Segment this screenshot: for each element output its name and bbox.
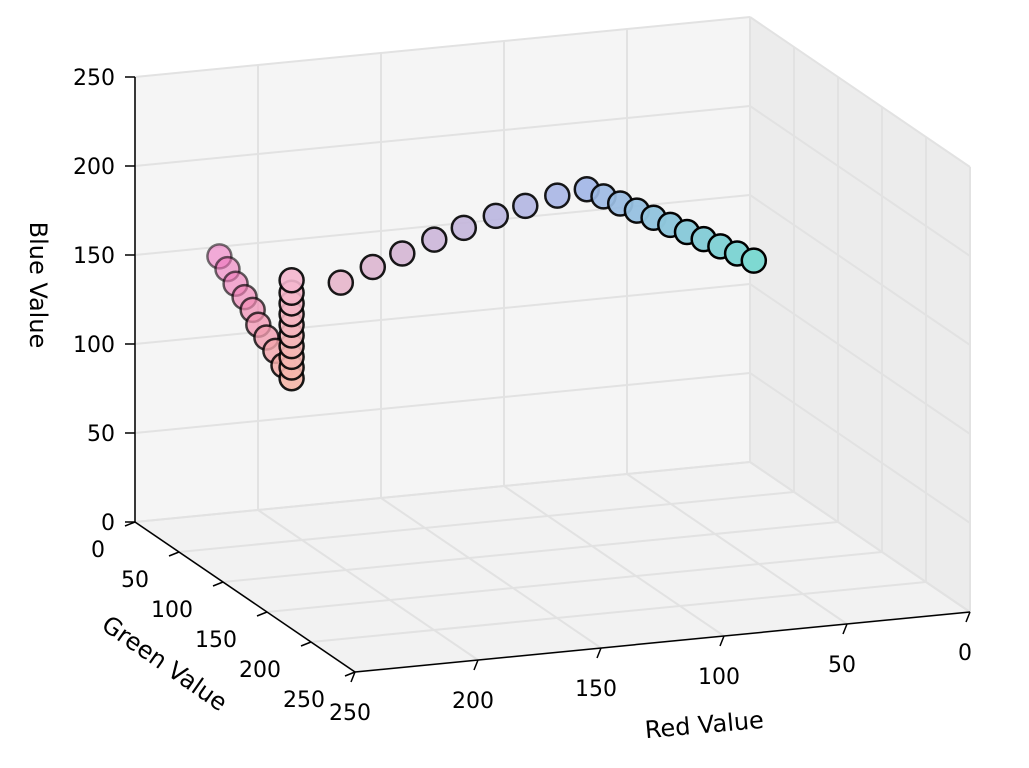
z-tick-label: 0 [101, 511, 115, 536]
z-tick-label: 50 [87, 422, 115, 447]
y-tick-label: 50 [121, 568, 149, 593]
x-tick [350, 671, 356, 683]
x-tick [965, 611, 971, 623]
side-pane [750, 17, 970, 612]
z-axis-label: Blue Value [24, 222, 52, 349]
data-point [327, 269, 355, 296]
gridline [134, 461, 751, 523]
data-point [359, 253, 387, 281]
y-tick [212, 581, 224, 587]
x-tick [596, 647, 602, 659]
y-tick-label: 150 [195, 628, 237, 653]
y-tick-label: 250 [283, 688, 325, 713]
x-tick-label: 150 [575, 677, 617, 702]
x-tick [842, 623, 848, 635]
gridline [503, 485, 725, 637]
gridline [310, 581, 927, 643]
data-point [544, 182, 571, 209]
gridline [380, 497, 602, 649]
x-tick-label: 100 [698, 665, 740, 690]
tick-labels: 0501001502002500501001502002500501001502… [73, 66, 972, 726]
gridline [749, 372, 971, 524]
z-tick-label: 100 [73, 333, 115, 358]
x-tick-label: 200 [452, 689, 494, 714]
y-axis-label: Green Value [97, 610, 233, 717]
gridline [749, 283, 971, 435]
gridline [134, 16, 751, 78]
data-point [482, 202, 510, 230]
gridline [749, 461, 971, 613]
gridline [257, 509, 479, 661]
gridline [134, 105, 751, 167]
y-tick [300, 641, 312, 647]
gridline [134, 283, 751, 345]
gridline [749, 194, 971, 346]
x-axis-line [354, 611, 971, 673]
z-tick-label: 150 [73, 244, 115, 269]
gridline [626, 473, 848, 625]
z-tick-label: 200 [73, 155, 115, 180]
gridline [749, 16, 971, 168]
x-tick-label: 50 [828, 653, 856, 678]
gridline [266, 551, 883, 613]
x-tick-label: 250 [329, 701, 371, 726]
y-tick [168, 551, 180, 557]
data-point [740, 247, 768, 274]
data-point [450, 214, 478, 242]
y-axis-line [134, 521, 356, 673]
axis-panes [135, 17, 970, 672]
x-tick [719, 635, 725, 647]
gridline [749, 105, 971, 257]
data-point [389, 240, 416, 267]
y-tick [344, 671, 356, 677]
z-tick-label: 250 [73, 66, 115, 91]
gridline [134, 372, 751, 434]
y-tick [256, 611, 268, 617]
back-pane [135, 17, 750, 522]
gridline [222, 521, 839, 583]
gridline [178, 491, 795, 553]
data-point [278, 267, 305, 294]
x-axis-label: Red Value [644, 706, 765, 744]
axis-lines [124, 76, 971, 683]
data-point [421, 226, 448, 253]
y-tick-label: 200 [239, 658, 281, 683]
x-tick-label: 0 [958, 641, 972, 666]
y-tick-label: 100 [151, 598, 193, 623]
data-points [206, 175, 768, 392]
data-point [512, 192, 539, 220]
y-tick-label: 0 [91, 538, 105, 563]
floor-pane [135, 462, 970, 672]
x-tick [473, 659, 479, 671]
